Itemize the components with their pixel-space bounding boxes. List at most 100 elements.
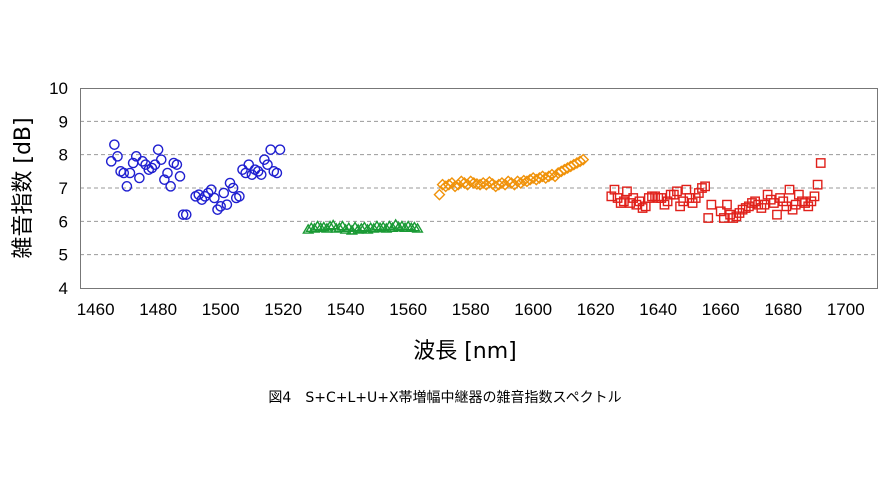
data-point-square bbox=[803, 201, 814, 212]
data-point-square bbox=[722, 199, 732, 210]
x-tick-label: 1640 bbox=[639, 300, 677, 319]
data-point-square bbox=[706, 199, 717, 210]
x-tick-label: 1600 bbox=[514, 300, 552, 319]
data-point-square bbox=[743, 201, 754, 212]
data-point-square bbox=[637, 203, 648, 213]
data-point-square bbox=[684, 193, 695, 203]
axis-ticks: 4 5 6 7 8 9 10 1460 1480 1500 1520 1540 1560 1580 1600… bbox=[49, 79, 865, 319]
x-tick-label: 1680 bbox=[764, 300, 802, 319]
data-point-circle bbox=[109, 139, 120, 150]
data-point-circle bbox=[265, 144, 276, 155]
data-point-circle bbox=[146, 162, 158, 174]
y-tick-label: 5 bbox=[59, 246, 68, 265]
data-point-circle bbox=[212, 204, 223, 215]
data-point-diamond bbox=[442, 178, 455, 191]
data-point-diamond bbox=[483, 176, 496, 188]
data-point-square bbox=[765, 194, 776, 205]
data-point-square bbox=[634, 196, 645, 207]
data-point-diamond bbox=[467, 177, 480, 189]
data-point-square bbox=[775, 193, 786, 203]
data-point-square bbox=[725, 209, 736, 220]
data-point-triangle bbox=[377, 221, 390, 232]
data-point-square bbox=[815, 158, 826, 168]
data-point-square bbox=[690, 193, 701, 203]
data-point-triangle bbox=[345, 224, 358, 235]
data-point-diamond bbox=[458, 177, 471, 189]
data-point-circle bbox=[215, 201, 226, 212]
data-point-triangle bbox=[408, 221, 421, 232]
data-point-square bbox=[631, 199, 642, 210]
data-point-square bbox=[797, 196, 807, 207]
data-point-square bbox=[812, 179, 823, 190]
data-point-square bbox=[781, 201, 792, 212]
data-point-square bbox=[778, 196, 789, 207]
data-point-triangle bbox=[355, 222, 368, 233]
data-point-circle bbox=[255, 169, 267, 180]
y-tick-label: 7 bbox=[59, 179, 68, 198]
data-point-square bbox=[728, 213, 739, 223]
figure-caption: 図4 S+C+L+U+X帯増幅中継器の雑音指数スペクトル bbox=[268, 390, 622, 406]
data-point-circle bbox=[105, 156, 117, 167]
data-point-diamond bbox=[502, 175, 515, 188]
data-point-diamond bbox=[495, 177, 508, 189]
data-point-diamond bbox=[480, 178, 493, 191]
data-point-square bbox=[687, 198, 698, 208]
data-point-square bbox=[793, 189, 804, 200]
data-point-square bbox=[787, 204, 798, 215]
data-point-triangle bbox=[333, 221, 346, 233]
data-point-circle bbox=[152, 144, 164, 155]
data-point-diamond bbox=[577, 153, 590, 166]
data-point-square bbox=[622, 186, 632, 197]
data-point-triangle bbox=[361, 223, 374, 234]
x-tick-label: 1540 bbox=[327, 300, 365, 319]
data-point-square bbox=[784, 184, 795, 195]
data-point-square bbox=[643, 193, 654, 203]
data-point-triangle bbox=[308, 222, 321, 233]
data-point-diamond bbox=[574, 155, 587, 168]
data-point-triangle bbox=[339, 223, 352, 234]
data-point-square bbox=[612, 193, 623, 203]
data-point-circle bbox=[180, 209, 192, 220]
x-axis-title: 波長 [nm] bbox=[413, 339, 517, 364]
y-tick-label: 8 bbox=[59, 146, 68, 165]
plot-area-frame bbox=[80, 88, 878, 289]
data-point-diamond bbox=[449, 180, 462, 193]
data-point-square bbox=[625, 198, 635, 208]
x-tick-label: 1620 bbox=[577, 300, 615, 319]
data-point-triangle bbox=[317, 221, 330, 232]
data-point-circle bbox=[118, 167, 130, 179]
data-point-circle bbox=[137, 156, 148, 167]
series-c-band bbox=[302, 218, 424, 235]
data-point-square bbox=[762, 189, 773, 200]
data-point-circle bbox=[174, 171, 186, 182]
data-point-circle bbox=[274, 144, 286, 155]
data-point-circle bbox=[121, 181, 133, 192]
data-point-square bbox=[753, 199, 764, 210]
data-point-square bbox=[718, 213, 729, 223]
data-point-square bbox=[700, 181, 710, 192]
x-tick-label: 1660 bbox=[702, 300, 740, 319]
data-point-diamond bbox=[464, 175, 477, 188]
data-point-square bbox=[703, 213, 714, 223]
data-point-square bbox=[615, 198, 626, 208]
data-point-circle bbox=[262, 159, 273, 170]
series-l-band bbox=[433, 153, 590, 201]
data-point-square bbox=[759, 199, 770, 210]
data-point-square bbox=[750, 196, 761, 207]
x-tick-label: 1460 bbox=[77, 300, 115, 319]
data-point-square bbox=[693, 188, 704, 198]
x-tick-label: 1480 bbox=[139, 300, 177, 319]
data-point-diamond bbox=[433, 188, 446, 201]
data-point-circle bbox=[252, 166, 264, 177]
x-tick-label: 1560 bbox=[389, 300, 427, 319]
data-point-square bbox=[772, 209, 782, 220]
data-point-square bbox=[697, 183, 707, 193]
data-point-circle bbox=[243, 159, 255, 170]
data-point-triangle bbox=[302, 223, 315, 234]
data-point-diamond bbox=[452, 178, 465, 191]
data-point-square bbox=[656, 193, 667, 203]
data-point-triangle bbox=[367, 222, 380, 233]
data-point-circle bbox=[112, 151, 123, 162]
data-point-circle bbox=[162, 167, 173, 179]
